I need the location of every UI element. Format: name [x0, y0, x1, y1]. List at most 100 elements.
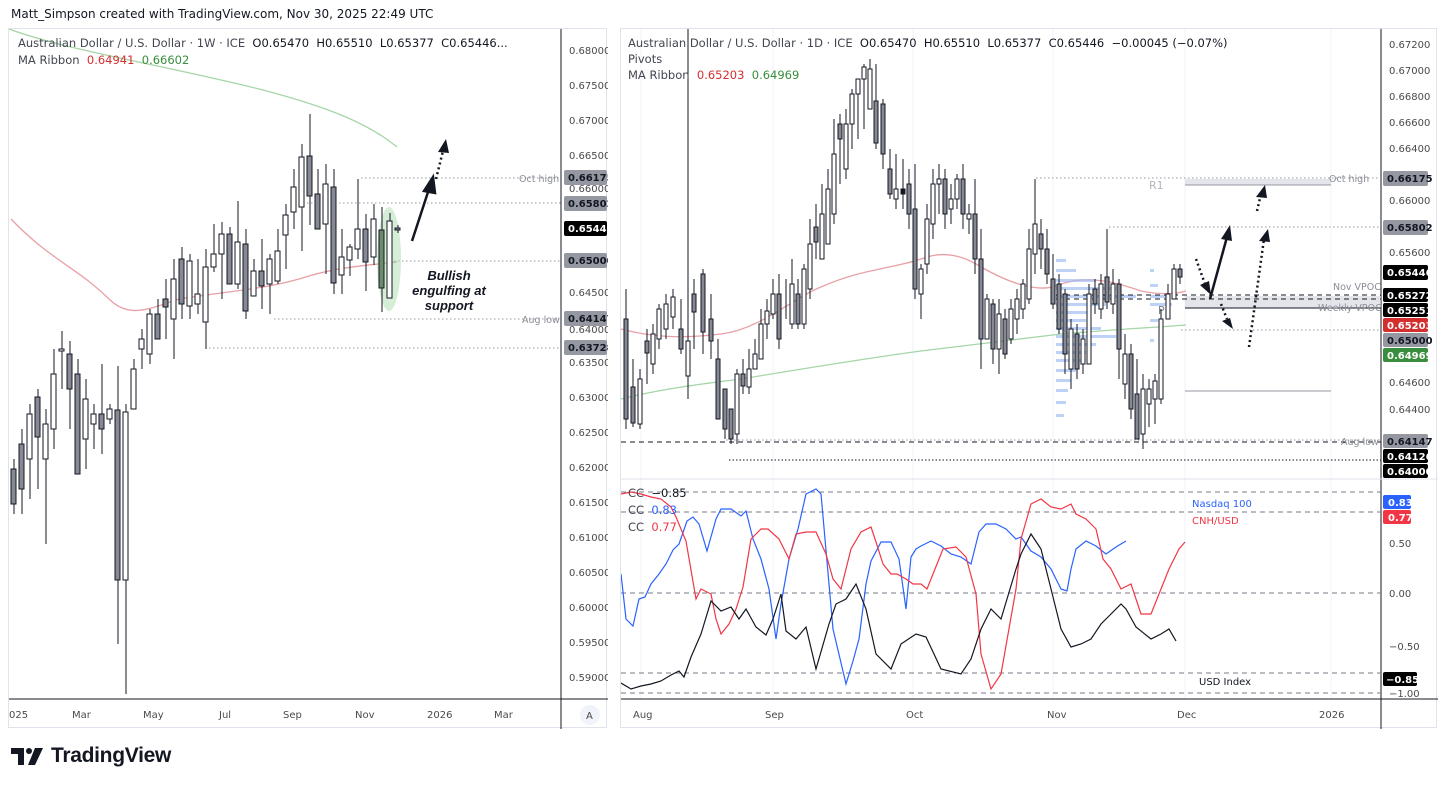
- svg-text:Sep: Sep: [283, 710, 302, 721]
- svg-text:0.63728: 0.63728: [568, 343, 608, 354]
- pivots-legend[interactable]: Pivots: [628, 52, 663, 66]
- svg-text:Nov VPOC: Nov VPOC: [1333, 282, 1381, 293]
- svg-text:0.67000: 0.67000: [569, 116, 608, 127]
- nasdaq-cc-line: [621, 488, 1127, 687]
- svg-text:0.64147: 0.64147: [1387, 437, 1433, 448]
- weekly-candles: [10, 114, 377, 694]
- daily-ma-legend[interactable]: MA Ribbon 0.65203 0.64969: [628, 68, 800, 82]
- svg-text:0.63500: 0.63500: [569, 358, 608, 369]
- svg-text:0.68000: 0.68000: [569, 46, 608, 57]
- svg-text:0.63000: 0.63000: [569, 393, 608, 404]
- svg-text:0.59000: 0.59000: [569, 673, 608, 684]
- svg-text:0.60500: 0.60500: [569, 568, 608, 579]
- svg-text:0.65446: 0.65446: [1387, 268, 1433, 279]
- cc-legend-usd[interactable]: CC −0.85: [628, 486, 687, 500]
- svg-text:0.64000: 0.64000: [569, 325, 608, 336]
- svg-text:0.64400: 0.64400: [1389, 405, 1430, 416]
- annotation-line-3: support: [425, 298, 474, 313]
- svg-text:Mar: Mar: [494, 710, 514, 721]
- svg-text:0.66175: 0.66175: [568, 173, 608, 184]
- svg-text:Nov: Nov: [355, 710, 375, 721]
- weekly-time-axis: 025 Mar May Jul Sep Nov 2026 Mar: [9, 710, 514, 721]
- svg-text:−0.85: −0.85: [1386, 675, 1419, 686]
- svg-text:2026: 2026: [427, 710, 452, 721]
- tradingview-logo-icon: [11, 748, 43, 765]
- weekly-chart-panel[interactable]: Oct high Aug low: [8, 28, 608, 729]
- svg-text:0.59500: 0.59500: [569, 638, 608, 649]
- cc-reference-lines: [621, 491, 1381, 694]
- svg-text:0.65272: 0.65272: [1387, 291, 1433, 302]
- chart-credit: Matt_Simpson created with TradingView.co…: [11, 7, 434, 21]
- svg-text:Nov: Nov: [1047, 710, 1067, 721]
- svg-text:0.83: 0.83: [1388, 498, 1413, 509]
- weekly-price-tags: 0.66175 0.65802 0.65446 0.65000 0.64147 …: [564, 170, 608, 355]
- svg-text:0.66000: 0.66000: [569, 184, 608, 195]
- svg-text:0.62000: 0.62000: [569, 463, 608, 474]
- svg-text:Nasdaq 100: Nasdaq 100: [1192, 499, 1252, 510]
- svg-text:0.65251: 0.65251: [1387, 306, 1433, 317]
- daily-chart-canvas[interactable]: R1 P Oct high Nov VPOC Weekly VPOC Aug l…: [621, 29, 1438, 729]
- svg-text:0.65000: 0.65000: [1387, 336, 1433, 347]
- cc-legend-cnh[interactable]: CC 0.77: [628, 520, 677, 534]
- weekly-ma-legend[interactable]: MA Ribbon 0.64941 0.66602: [18, 53, 190, 67]
- svg-text:R1: R1: [1149, 179, 1164, 192]
- svg-text:0.77: 0.77: [1388, 513, 1413, 524]
- svg-text:0.65446: 0.65446: [568, 224, 608, 235]
- annotation-line-2: engulfing at: [412, 283, 486, 298]
- up-arrow-solid: [410, 173, 437, 242]
- svg-text:0.65203: 0.65203: [1387, 321, 1433, 332]
- svg-text:0.67500: 0.67500: [569, 81, 608, 92]
- cnh-cc-line: [621, 491, 1186, 691]
- svg-text:0.66500: 0.66500: [569, 151, 608, 162]
- svg-text:0.64147: 0.64147: [568, 314, 608, 325]
- svg-text:Oct high: Oct high: [1329, 174, 1369, 185]
- svg-text:−0.50: −0.50: [1389, 642, 1420, 653]
- svg-text:0.66800: 0.66800: [1389, 92, 1430, 103]
- weekly-symbol-legend: Australian Dollar / U.S. Dollar · 1W · I…: [18, 36, 508, 50]
- tradingview-logo: TradingView: [11, 744, 171, 768]
- svg-text:0.64969: 0.64969: [1387, 351, 1433, 362]
- daily-price-tags: 0.66175 0.65802 0.65446 0.65272 0.65251 …: [1383, 171, 1433, 686]
- daily-chart-panel[interactable]: R1 P Oct high Nov VPOC Weekly VPOC Aug l…: [620, 28, 1438, 729]
- svg-text:0.64500: 0.64500: [569, 288, 608, 299]
- annotation-line-1: Bullish: [427, 268, 470, 283]
- svg-text:Sep: Sep: [765, 710, 784, 721]
- svg-text:0.65802: 0.65802: [1387, 223, 1433, 234]
- ma-slow-line: [9, 29, 398, 148]
- svg-text:0.66175: 0.66175: [1387, 174, 1433, 185]
- svg-text:025: 025: [9, 710, 28, 721]
- svg-text:0.64000: 0.64000: [1387, 467, 1433, 478]
- auto-scale-button: [580, 705, 600, 725]
- svg-text:0.67000: 0.67000: [1389, 66, 1430, 77]
- svg-text:0.66400: 0.66400: [1389, 144, 1430, 155]
- svg-text:Mar: Mar: [72, 710, 92, 721]
- up-arrow-dotted: [434, 150, 445, 180]
- weekly-chart-canvas[interactable]: Oct high Aug low: [9, 29, 608, 729]
- svg-text:A: A: [586, 711, 593, 722]
- svg-text:Oct: Oct: [906, 710, 923, 721]
- svg-text:−1.00: −1.00: [1389, 689, 1420, 700]
- daily-time-axis: Aug Sep Oct Nov Dec 2026: [633, 710, 1344, 721]
- svg-text:0.66600: 0.66600: [1389, 118, 1430, 129]
- svg-text:Jul: Jul: [218, 710, 231, 721]
- svg-text:0.61000: 0.61000: [569, 533, 608, 544]
- svg-text:0.66000: 0.66000: [1389, 196, 1430, 207]
- svg-text:Aug low: Aug low: [1341, 437, 1379, 448]
- svg-text:0.64600: 0.64600: [1389, 378, 1430, 389]
- svg-text:0.50: 0.50: [1389, 539, 1411, 550]
- svg-text:0.62500: 0.62500: [569, 428, 608, 439]
- svg-text:USD Index: USD Index: [1199, 677, 1251, 688]
- usd-cc-line: [621, 532, 1177, 690]
- svg-text:May: May: [143, 710, 164, 721]
- cc-legend-nasdaq[interactable]: CC 0.83: [628, 503, 677, 517]
- weekly-price-axis: 0.68000 0.67500 0.67000 0.66500 0.66000 …: [569, 46, 608, 684]
- daily-price-axis: 0.67200 0.67000 0.66800 0.66600 0.66400 …: [1389, 40, 1430, 700]
- svg-text:0.65000: 0.65000: [568, 256, 608, 267]
- aug-low-label: Aug low: [522, 315, 560, 326]
- svg-text:0.60000: 0.60000: [569, 603, 608, 614]
- svg-text:0.00: 0.00: [1389, 589, 1411, 600]
- svg-text:2026: 2026: [1319, 710, 1344, 721]
- svg-text:0.65802: 0.65802: [568, 199, 608, 210]
- svg-text:Weekly VPOC: Weekly VPOC: [1318, 303, 1382, 314]
- svg-text:0.61500: 0.61500: [569, 498, 608, 509]
